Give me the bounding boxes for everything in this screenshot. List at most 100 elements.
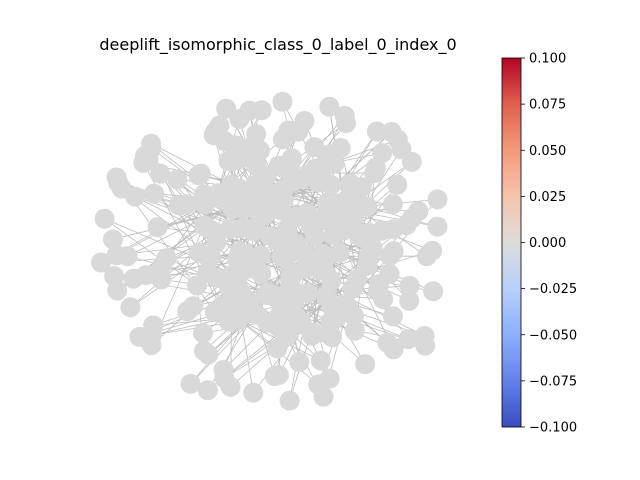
graph-node (206, 232, 227, 253)
graph-node (382, 194, 403, 215)
graph-node (357, 196, 378, 217)
graph-node (214, 368, 235, 389)
graph-node (102, 229, 123, 250)
graph-node (193, 323, 214, 344)
colorbar-tick-label: −0.025 (529, 282, 577, 297)
graph-node (198, 344, 219, 365)
graph-node (321, 175, 342, 196)
graph-node (317, 199, 338, 220)
graph-node (270, 302, 291, 323)
graph-node (264, 365, 285, 386)
colorbar-tick-label: 0.100 (529, 52, 566, 67)
graph-node (246, 220, 267, 241)
colorbar-tick-label: −0.050 (529, 328, 577, 343)
graph-node (408, 201, 429, 222)
graph-node (399, 290, 420, 311)
network-graph (91, 91, 448, 411)
graph-node (267, 338, 288, 359)
graph-nodes (91, 91, 448, 411)
graph-node (188, 165, 209, 186)
graph-node (272, 91, 293, 112)
graph-node (91, 252, 111, 273)
graph-node (106, 245, 127, 266)
graph-node (304, 137, 325, 158)
graph-node (234, 243, 255, 264)
graph-node (281, 148, 302, 169)
graph-node (144, 183, 165, 204)
graph-node (398, 329, 419, 350)
graph-node (186, 275, 207, 296)
graph-node (334, 105, 355, 126)
graph-node (382, 306, 403, 327)
graph-node (106, 167, 127, 188)
graph-edge (317, 181, 428, 257)
graph-node (282, 171, 303, 192)
graph-node (323, 225, 344, 246)
graph-node (399, 275, 420, 296)
graph-node (246, 124, 267, 145)
graph-node (387, 174, 408, 195)
graph-node (277, 218, 298, 239)
colorbar-tick-label: 0.025 (529, 190, 566, 205)
graph-node (372, 143, 393, 164)
graph-node (383, 339, 404, 360)
graph-node (366, 121, 387, 142)
graph-node (341, 206, 362, 227)
graph-node (177, 194, 198, 215)
graph-node (308, 374, 329, 395)
graph-node (341, 182, 362, 203)
graph-node (235, 138, 256, 159)
graph-node (280, 265, 301, 286)
graph-node (304, 226, 325, 247)
graph-node (319, 96, 340, 117)
graph-node (147, 217, 168, 238)
graph-node (364, 163, 385, 184)
graph-node (315, 155, 336, 176)
graph-node (422, 240, 443, 261)
graph-node (367, 280, 388, 301)
graph-node (275, 245, 296, 266)
graph-node (415, 335, 436, 356)
graph-node (294, 244, 315, 265)
graph-node (232, 289, 253, 310)
graph-node (246, 156, 267, 177)
graph-node (310, 260, 331, 281)
colorbar-tick-label: 0.050 (529, 144, 566, 159)
graph-node (204, 302, 225, 323)
graph-node (156, 248, 177, 269)
graph-node (251, 263, 272, 284)
graph-node (206, 267, 227, 288)
graph-node (125, 186, 146, 207)
colorbar-gradient (501, 57, 522, 428)
graph-node (279, 390, 300, 411)
graph-node (381, 122, 402, 143)
graph-node (401, 151, 422, 172)
graph-node (342, 279, 363, 300)
graph-node (423, 281, 444, 302)
graph-node (94, 208, 115, 229)
graph-node (257, 312, 278, 333)
graph-node (193, 184, 214, 205)
graph-node (318, 324, 339, 345)
graph-node (379, 263, 400, 284)
graph-node (180, 373, 201, 394)
colorbar-tick-label: 0.075 (529, 98, 566, 113)
graph-node (197, 380, 218, 401)
graph-node (321, 296, 342, 317)
graph-node (194, 215, 215, 236)
graph-node (183, 296, 204, 317)
graph-node (243, 382, 264, 403)
graph-node (150, 163, 171, 184)
colorbar-tick-label: −0.075 (529, 374, 577, 389)
graph-node (330, 138, 351, 159)
graph-node (167, 169, 188, 190)
graph-node (427, 189, 448, 210)
graph-node (251, 100, 272, 121)
graph-node (246, 174, 267, 195)
graph-node (256, 284, 277, 305)
graph-node (203, 125, 224, 146)
graph-node (329, 242, 350, 263)
graph-node (294, 111, 315, 132)
graph-node (129, 326, 150, 347)
